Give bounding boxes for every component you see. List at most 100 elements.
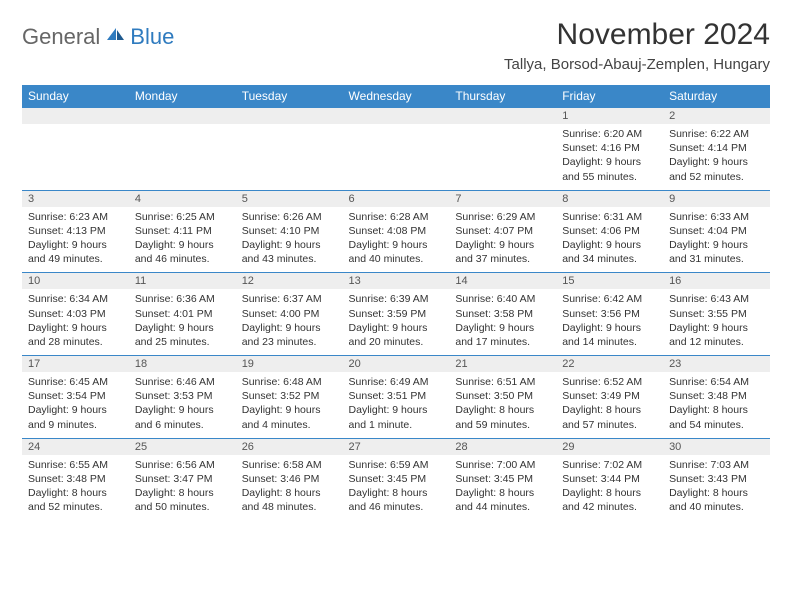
sunset-text: Sunset: 4:16 PM (562, 141, 657, 155)
daylight-text-1: Daylight: 9 hours (562, 321, 657, 335)
sunset-text: Sunset: 4:08 PM (349, 224, 444, 238)
sunrise-text: Sunrise: 6:54 AM (669, 375, 764, 389)
day-number-cell: 8 (556, 190, 663, 207)
day-number-cell (449, 108, 556, 125)
daylight-text-2: and 46 minutes. (135, 252, 230, 266)
day-number-cell: 5 (236, 190, 343, 207)
day-number-cell: 16 (663, 273, 770, 290)
sunset-text: Sunset: 3:48 PM (669, 389, 764, 403)
daylight-text-2: and 6 minutes. (135, 418, 230, 432)
daylight-text-2: and 12 minutes. (669, 335, 764, 349)
daylight-text-2: and 40 minutes. (349, 252, 444, 266)
day-content-cell: Sunrise: 6:40 AMSunset: 3:58 PMDaylight:… (449, 289, 556, 355)
day-content-cell: Sunrise: 6:59 AMSunset: 3:45 PMDaylight:… (343, 455, 450, 521)
daylight-text-2: and 49 minutes. (28, 252, 123, 266)
daylight-text-1: Daylight: 9 hours (562, 155, 657, 169)
daylight-text-1: Daylight: 8 hours (562, 486, 657, 500)
day-content-cell: Sunrise: 6:48 AMSunset: 3:52 PMDaylight:… (236, 372, 343, 438)
header: General Blue November 2024 Tallya, Borso… (22, 18, 770, 73)
sunrise-text: Sunrise: 6:31 AM (562, 210, 657, 224)
daylight-text-1: Daylight: 9 hours (455, 321, 550, 335)
sunrise-text: Sunrise: 6:46 AM (135, 375, 230, 389)
day-content-cell: Sunrise: 6:43 AMSunset: 3:55 PMDaylight:… (663, 289, 770, 355)
day-content-cell: Sunrise: 6:26 AMSunset: 4:10 PMDaylight:… (236, 207, 343, 273)
sunset-text: Sunset: 3:55 PM (669, 307, 764, 321)
daylight-text-1: Daylight: 9 hours (28, 238, 123, 252)
sunset-text: Sunset: 3:49 PM (562, 389, 657, 403)
daylight-text-1: Daylight: 9 hours (242, 403, 337, 417)
day-number-row: 17181920212223 (22, 356, 770, 373)
day-number-cell: 15 (556, 273, 663, 290)
daylight-text-1: Daylight: 9 hours (349, 321, 444, 335)
daylight-text-1: Daylight: 8 hours (242, 486, 337, 500)
day-content-row: Sunrise: 6:34 AMSunset: 4:03 PMDaylight:… (22, 289, 770, 355)
daylight-text-1: Daylight: 8 hours (455, 403, 550, 417)
sunset-text: Sunset: 4:01 PM (135, 307, 230, 321)
sunset-text: Sunset: 3:44 PM (562, 472, 657, 486)
daylight-text-1: Daylight: 9 hours (135, 321, 230, 335)
sunrise-text: Sunrise: 6:49 AM (349, 375, 444, 389)
daylight-text-2: and 52 minutes. (669, 170, 764, 184)
weekday-header: Wednesday (343, 85, 450, 108)
sunrise-text: Sunrise: 6:22 AM (669, 127, 764, 141)
sunset-text: Sunset: 3:47 PM (135, 472, 230, 486)
day-number-cell: 28 (449, 438, 556, 455)
day-number-cell: 20 (343, 356, 450, 373)
sunset-text: Sunset: 3:53 PM (135, 389, 230, 403)
daylight-text-2: and 25 minutes. (135, 335, 230, 349)
day-content-cell: Sunrise: 6:36 AMSunset: 4:01 PMDaylight:… (129, 289, 236, 355)
brand-text-general: General (22, 24, 100, 50)
day-number-cell: 12 (236, 273, 343, 290)
day-number-cell: 17 (22, 356, 129, 373)
day-number-cell: 4 (129, 190, 236, 207)
day-content-cell: Sunrise: 6:29 AMSunset: 4:07 PMDaylight:… (449, 207, 556, 273)
daylight-text-1: Daylight: 8 hours (669, 403, 764, 417)
day-content-cell: Sunrise: 6:37 AMSunset: 4:00 PMDaylight:… (236, 289, 343, 355)
day-number-cell: 10 (22, 273, 129, 290)
daylight-text-2: and 37 minutes. (455, 252, 550, 266)
sunset-text: Sunset: 3:59 PM (349, 307, 444, 321)
weekday-header: Sunday (22, 85, 129, 108)
sunset-text: Sunset: 3:56 PM (562, 307, 657, 321)
day-content-cell: Sunrise: 6:56 AMSunset: 3:47 PMDaylight:… (129, 455, 236, 521)
day-number-cell: 21 (449, 356, 556, 373)
day-number-cell: 7 (449, 190, 556, 207)
day-content-row: Sunrise: 6:45 AMSunset: 3:54 PMDaylight:… (22, 372, 770, 438)
daylight-text-2: and 14 minutes. (562, 335, 657, 349)
daylight-text-2: and 48 minutes. (242, 500, 337, 514)
calendar-table: SundayMondayTuesdayWednesdayThursdayFrid… (22, 85, 770, 520)
sunset-text: Sunset: 3:43 PM (669, 472, 764, 486)
daylight-text-1: Daylight: 8 hours (669, 486, 764, 500)
day-content-cell: Sunrise: 6:45 AMSunset: 3:54 PMDaylight:… (22, 372, 129, 438)
day-number-cell (236, 108, 343, 125)
day-content-cell: Sunrise: 6:51 AMSunset: 3:50 PMDaylight:… (449, 372, 556, 438)
day-number-cell: 18 (129, 356, 236, 373)
sunrise-text: Sunrise: 6:56 AM (135, 458, 230, 472)
weekday-header: Monday (129, 85, 236, 108)
sunset-text: Sunset: 4:13 PM (28, 224, 123, 238)
day-content-cell: Sunrise: 6:55 AMSunset: 3:48 PMDaylight:… (22, 455, 129, 521)
daylight-text-1: Daylight: 8 hours (455, 486, 550, 500)
day-number-cell: 30 (663, 438, 770, 455)
day-number-cell (343, 108, 450, 125)
sunset-text: Sunset: 3:45 PM (349, 472, 444, 486)
sunset-text: Sunset: 3:51 PM (349, 389, 444, 403)
daylight-text-2: and 17 minutes. (455, 335, 550, 349)
day-content-cell: Sunrise: 6:20 AMSunset: 4:16 PMDaylight:… (556, 124, 663, 190)
daylight-text-1: Daylight: 9 hours (242, 321, 337, 335)
daylight-text-1: Daylight: 8 hours (135, 486, 230, 500)
day-content-row: Sunrise: 6:55 AMSunset: 3:48 PMDaylight:… (22, 455, 770, 521)
daylight-text-2: and 55 minutes. (562, 170, 657, 184)
sunrise-text: Sunrise: 7:00 AM (455, 458, 550, 472)
daylight-text-1: Daylight: 9 hours (349, 238, 444, 252)
day-content-cell (236, 124, 343, 190)
day-number-cell: 11 (129, 273, 236, 290)
sunset-text: Sunset: 4:03 PM (28, 307, 123, 321)
sunset-text: Sunset: 4:00 PM (242, 307, 337, 321)
day-content-cell (343, 124, 450, 190)
day-number-cell: 24 (22, 438, 129, 455)
sunrise-text: Sunrise: 6:33 AM (669, 210, 764, 224)
day-content-cell: Sunrise: 7:00 AMSunset: 3:45 PMDaylight:… (449, 455, 556, 521)
brand-logo: General Blue (22, 18, 174, 50)
daylight-text-2: and 54 minutes. (669, 418, 764, 432)
